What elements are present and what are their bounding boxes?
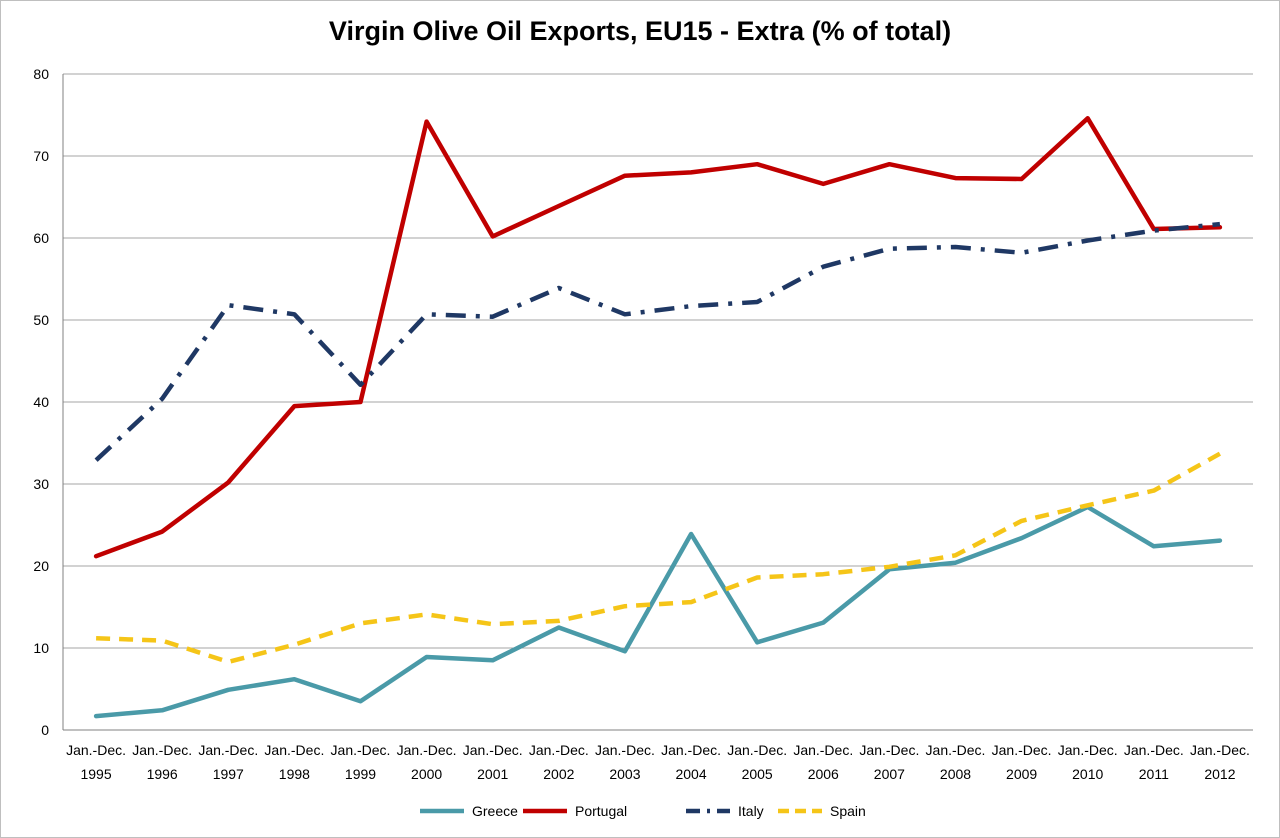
x-tick-label: 2004 (675, 766, 706, 782)
legend-label-greece: Greece (472, 803, 518, 819)
x-tick-label: Jan.-Dec. (1124, 742, 1184, 758)
x-tick-label: 2003 (609, 766, 640, 782)
y-tick-label: 30 (33, 476, 49, 492)
x-tick-label: Jan.-Dec. (992, 742, 1052, 758)
y-tick-label: 60 (33, 230, 49, 246)
x-tick-label: Jan.-Dec. (595, 742, 655, 758)
x-tick-label: 2005 (742, 766, 773, 782)
x-axis-ticks: Jan.-Dec. 1995 Jan.-Dec. 1996 Jan.-Dec. 1997 J… (66, 742, 1250, 782)
x-tick-label: Jan.-Dec. (529, 742, 589, 758)
x-tick-label: Jan.-Dec. (463, 742, 523, 758)
x-tick-label: 2007 (874, 766, 905, 782)
x-tick-label: 2012 (1204, 766, 1235, 782)
x-tick-label: 2000 (411, 766, 442, 782)
x-tick-label: Jan.-Dec. (1190, 742, 1250, 758)
x-tick-label: 1999 (345, 766, 376, 782)
x-tick-label: 2001 (477, 766, 508, 782)
x-tick-label: 2006 (808, 766, 839, 782)
y-tick-label: 80 (33, 66, 49, 82)
x-tick-label: 2010 (1072, 766, 1103, 782)
series-lines (93, 116, 1223, 719)
series-line-italy (94, 221, 1221, 462)
x-tick-label: 1997 (213, 766, 244, 782)
y-tick-label: 10 (33, 640, 49, 656)
x-tick-label: Jan.-Dec. (859, 742, 919, 758)
y-tick-label: 20 (33, 558, 49, 574)
y-tick-label: 40 (33, 394, 49, 410)
series-line-spain (96, 451, 1221, 665)
x-tick-label: 2002 (543, 766, 574, 782)
x-tick-label: Jan.-Dec. (926, 742, 986, 758)
legend: Greece Portugal Italy Spain (420, 803, 866, 819)
chart-title: Virgin Olive Oil Exports, EU15 - Extra (… (328, 16, 952, 46)
y-tick-label: 0 (41, 722, 49, 738)
x-tick-label: Jan.-Dec. (793, 742, 853, 758)
x-tick-label: Jan.-Dec. (661, 742, 721, 758)
x-tick-label: Jan.-Dec. (1058, 742, 1118, 758)
x-tick-label: 1998 (279, 766, 310, 782)
y-axis-ticks: 0 10 20 30 40 50 60 70 80 (33, 66, 49, 738)
gridlines (62, 73, 1253, 731)
x-tick-label: 2008 (940, 766, 971, 782)
x-tick-label: Jan.-Dec. (331, 742, 391, 758)
x-tick-label: Jan.-Dec. (727, 742, 787, 758)
x-tick-label: Jan.-Dec. (132, 742, 192, 758)
x-tick-label: Jan.-Dec. (264, 742, 324, 758)
x-tick-label: 1996 (147, 766, 178, 782)
x-tick-label: 1995 (80, 766, 111, 782)
legend-label-italy: Italy (738, 803, 764, 819)
x-tick-label: 2011 (1139, 766, 1169, 782)
legend-label-spain: Spain (830, 803, 866, 819)
x-tick-label: Jan.-Dec. (397, 742, 457, 758)
legend-label-portugal: Portugal (575, 803, 627, 819)
x-tick-label: 2009 (1006, 766, 1037, 782)
x-tick-label: Jan.-Dec. (66, 742, 126, 758)
series-line-portugal (93, 116, 1223, 559)
x-tick-label: Jan.-Dec. (198, 742, 258, 758)
series-line-greece (93, 504, 1223, 719)
y-tick-label: 50 (33, 312, 49, 328)
y-tick-label: 70 (33, 148, 49, 164)
